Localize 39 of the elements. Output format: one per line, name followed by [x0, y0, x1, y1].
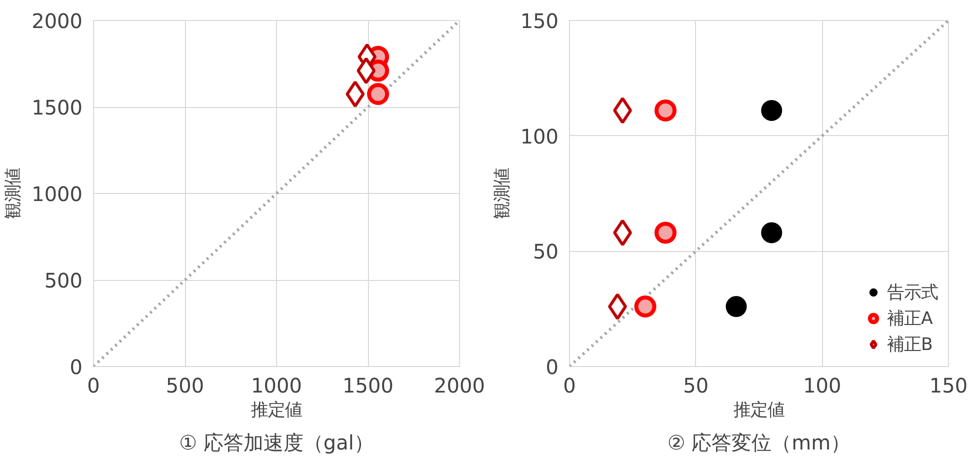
y-tick-label: 2000	[32, 9, 83, 33]
y-tick-label: 0	[70, 355, 83, 379]
point	[367, 83, 390, 106]
x-axis-title: 推定値	[251, 400, 302, 420]
y-tick-label: 150	[520, 9, 559, 33]
x-tick-label: 50	[683, 374, 709, 398]
x-tick-label: 0	[563, 374, 576, 398]
x-tick-label: 0	[87, 374, 100, 398]
text: ① 応答加速度（gal）	[179, 430, 374, 454]
y-tick-label: 0	[546, 355, 559, 379]
x-tick-label: 500	[166, 374, 204, 398]
y-tick-label: 100	[520, 124, 559, 148]
point	[654, 222, 677, 244]
y-tick-label: 50	[533, 240, 559, 264]
point	[613, 219, 632, 246]
y-axis-title: 観測値	[492, 168, 512, 219]
x-tick-label: 2000	[434, 374, 485, 398]
legend-label: 補正A	[887, 308, 933, 330]
point	[613, 96, 632, 124]
point	[761, 222, 782, 244]
point	[761, 100, 782, 121]
y-tick-label: 500	[44, 268, 83, 292]
point	[654, 99, 677, 122]
point	[634, 296, 656, 318]
x-tick-label: 150	[929, 374, 968, 398]
x-tick-label: 1500	[342, 374, 394, 398]
x-tick-label: 100	[803, 374, 842, 398]
y-axis-title: 観測値	[4, 168, 24, 219]
point	[346, 80, 365, 108]
x-tick-label: 1000	[251, 374, 302, 398]
point	[356, 57, 376, 84]
point	[608, 293, 628, 320]
point	[726, 296, 747, 318]
y-tick-label: 1000	[32, 182, 83, 206]
legend-label: 補正B	[887, 334, 933, 356]
legend-label: 告示式	[887, 282, 938, 304]
y-tick-label: 1500	[32, 96, 83, 120]
text: ② 応答変位（mm）	[667, 430, 851, 454]
x-axis-title: 推定値	[734, 400, 784, 420]
